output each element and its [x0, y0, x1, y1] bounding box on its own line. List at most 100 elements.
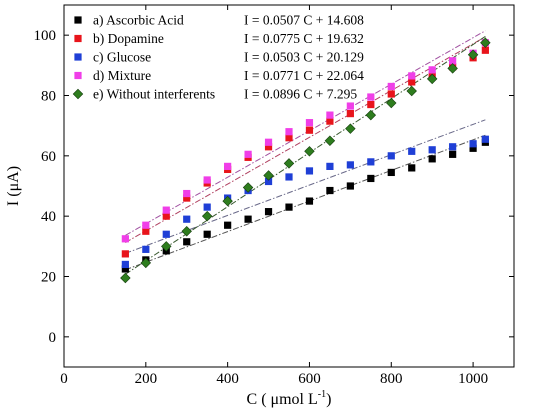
data-point-diamond — [263, 170, 274, 181]
data-point-square — [326, 117, 334, 125]
legend-equation: I = 0.0775 C + 19.632 — [244, 31, 364, 46]
data-point-square — [305, 119, 314, 127]
data-point-square — [346, 182, 354, 190]
data-point-square — [305, 167, 314, 175]
y-axis-title: I (μA) — [5, 166, 22, 206]
data-point-diamond — [467, 49, 479, 60]
data-point-square — [203, 203, 211, 211]
data-point-diamond — [406, 85, 417, 97]
x-axis-title-superscript: -1 — [318, 389, 326, 400]
data-point-diamond — [283, 158, 295, 169]
legend-series-name: d) Mixture — [93, 68, 151, 83]
data-point-diamond — [426, 73, 438, 85]
x-axis: 0 200 400 600 800 1000 — [60, 5, 488, 387]
x-tick-label: 0 — [60, 371, 68, 387]
data-point-square — [428, 155, 436, 163]
data-markers — [120, 37, 491, 284]
data-point-square — [183, 238, 191, 246]
data-point-square — [326, 111, 334, 119]
legend-series-name: a) Ascorbic Acid — [93, 13, 184, 28]
data-point-square — [387, 82, 395, 91]
data-point-square — [162, 206, 170, 214]
data-point-diamond — [161, 241, 172, 252]
data-point-square — [183, 215, 191, 223]
legend-marker-square — [74, 71, 82, 80]
data-point-square — [428, 66, 436, 74]
data-point-square — [264, 143, 273, 151]
legend-equation: I = 0.0771 C + 22.064 — [244, 68, 364, 83]
y-tick-label: 40 — [41, 209, 56, 225]
data-point-square — [264, 138, 273, 146]
y-tick-label: 0 — [49, 330, 57, 346]
x-axis-title: C ( μmol L-1) — [247, 389, 332, 408]
fit-line — [125, 36, 486, 243]
data-point-square — [367, 100, 375, 109]
legend-series-name: b) Dopamine — [93, 31, 164, 46]
data-point-square — [224, 162, 232, 170]
data-point-square — [408, 147, 416, 155]
data-point-square — [346, 110, 354, 118]
data-point-square — [449, 57, 457, 65]
data-point-square — [367, 158, 375, 166]
data-point-diamond — [386, 97, 397, 109]
data-point-square — [367, 174, 375, 183]
data-point-diamond — [345, 123, 356, 134]
data-point-diamond — [447, 63, 458, 74]
data-point-diamond — [365, 109, 377, 121]
data-point-square — [346, 161, 354, 169]
legend-equation: I = 0.0503 C + 20.129 — [244, 50, 364, 65]
data-point-square — [326, 162, 334, 170]
data-point-square — [469, 144, 477, 152]
data-point-square — [224, 221, 232, 229]
data-point-square — [285, 134, 293, 142]
data-point-square — [121, 260, 129, 269]
data-point-square — [203, 230, 211, 238]
x-tick-label: 600 — [298, 371, 321, 387]
data-point-diamond — [140, 257, 152, 269]
plot-area-frame — [63, 4, 515, 368]
data-point-square — [481, 135, 489, 143]
data-point-square — [121, 265, 129, 273]
data-point-square — [183, 189, 191, 198]
data-point-square — [285, 173, 293, 181]
data-point-square — [121, 250, 129, 258]
legend-marker-square — [74, 34, 82, 43]
legend-marker-square — [74, 53, 82, 61]
x-axis-title-text: C ( μmol L — [247, 391, 318, 408]
data-point-square — [285, 203, 293, 211]
fit-line — [125, 134, 486, 271]
data-point-square — [285, 128, 293, 136]
legend: a) Ascorbic Acid I = 0.0507 C + 14.608 b) … — [72, 13, 364, 102]
data-point-square — [387, 152, 395, 160]
data-point-square — [183, 194, 191, 202]
data-point-square — [481, 46, 489, 54]
data-point-square — [387, 90, 395, 98]
x-tick-label: 200 — [135, 371, 158, 387]
y-tick-label: 100 — [34, 28, 57, 44]
data-point-square — [244, 215, 252, 223]
data-point-square — [142, 227, 150, 235]
x-axis-title-close: ) — [326, 391, 331, 408]
data-point-square — [142, 245, 150, 253]
data-point-square — [408, 72, 416, 80]
y-tick-label: 20 — [41, 270, 56, 286]
legend-series-name: c) Glucose — [93, 50, 151, 65]
data-point-square — [326, 186, 334, 195]
y-tick-label: 60 — [41, 149, 56, 165]
data-point-square — [408, 164, 416, 172]
data-point-diamond — [480, 37, 491, 48]
data-point-square — [244, 150, 252, 158]
data-point-square — [367, 93, 375, 101]
data-point-diamond — [201, 210, 213, 222]
data-point-diamond — [304, 146, 315, 157]
data-point-square — [428, 146, 436, 154]
data-point-diamond — [181, 226, 192, 237]
legend-equation: I = 0.0507 C + 14.608 — [244, 13, 364, 28]
data-point-diamond — [324, 135, 336, 146]
data-point-diamond — [120, 272, 131, 284]
data-point-diamond — [222, 195, 233, 207]
data-point-square — [203, 176, 211, 184]
data-point-square — [449, 150, 457, 158]
legend-marker-square — [74, 16, 82, 24]
